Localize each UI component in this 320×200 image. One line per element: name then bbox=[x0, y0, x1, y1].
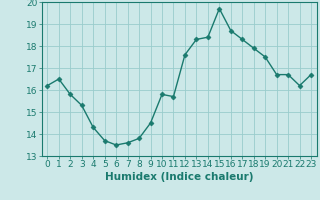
X-axis label: Humidex (Indice chaleur): Humidex (Indice chaleur) bbox=[105, 172, 253, 182]
